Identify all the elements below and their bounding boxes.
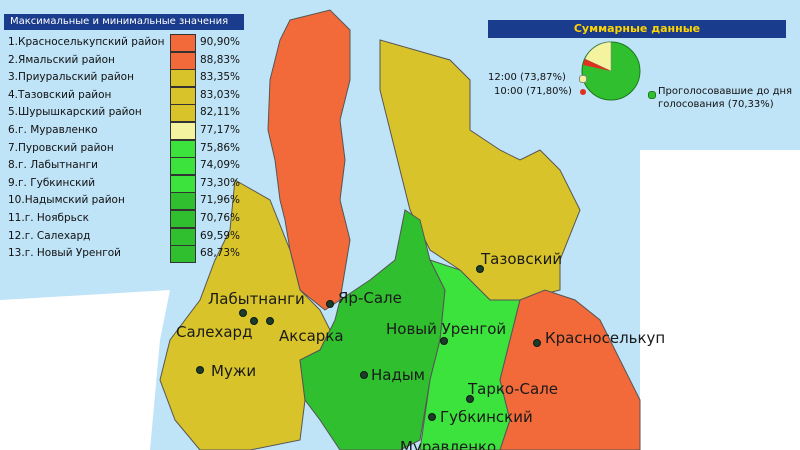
city-label-muravlenko: Муравленко: [400, 438, 496, 450]
city-dot-krasnoselkup: [533, 339, 541, 347]
ranking-row: 10.Надымский район 71,96%: [4, 192, 250, 211]
ranking-row-label: 2.Ямальский район: [8, 53, 115, 66]
summary-panel-title: Суммарные данные: [488, 20, 786, 38]
city-label-labytnangi: Лабытнанги: [208, 290, 305, 308]
summary-label-voted-line2: голосования (70,33%): [658, 99, 774, 110]
city-label-muzhi: Мужи: [211, 362, 256, 380]
ranking-row-value: 90,90%: [200, 36, 241, 48]
ranking-row-label: 5.Шурышкарский район: [8, 106, 142, 119]
pie-slice-10: [583, 59, 611, 71]
ranking-row: 7.Пуровский район 75,86%: [4, 139, 250, 158]
city-label-yar-sale: Яр-Сале: [338, 289, 402, 307]
ranking-row-color-box: [170, 192, 196, 211]
city-label-salekhard: Салехард: [176, 323, 252, 341]
city-dot-nadym: [360, 371, 368, 379]
ranking-row-value: 77,17%: [200, 124, 241, 136]
city-label-novy-urengoy: Новый Уренгой: [386, 320, 506, 338]
ranking-row-label: 12.г. Салехард: [8, 229, 91, 242]
ranking-row-color-box: [170, 174, 196, 193]
ranking-row: 6.г. Муравленко 77,17%: [4, 122, 250, 140]
ranking-row-value: 74,09%: [200, 159, 241, 172]
outside-land-east: [640, 150, 800, 450]
city-label-gubkinsky: Губкинский: [440, 408, 533, 426]
ranking-row-value: 75,86%: [200, 141, 241, 154]
ranking-row-color-box: [170, 86, 196, 105]
ranking-row-value: 70,76%: [200, 212, 241, 224]
ranking-row-color-box: [170, 210, 196, 228]
ranking-row-label: 11.г. Ноябрьск: [8, 212, 89, 224]
city-label-tarko-sale: Тарко-Сале: [467, 380, 558, 398]
ranking-row: 5.Шурышкарский район 82,11%: [4, 104, 250, 123]
city-dot-muzhi: [196, 366, 204, 374]
ranking-row-label: 7.Пуровский район: [8, 141, 114, 154]
ranking-row-color-box: [170, 227, 196, 246]
ranking-row: 4.Тазовский район 83,03%: [4, 86, 250, 105]
ranking-row-label: 8.г. Лабытнанги: [8, 159, 98, 172]
ranking-row: 2.Ямальский район 88,83%: [4, 51, 250, 70]
city-dot-tazovsky: [476, 265, 484, 273]
city-dot-labytnangi: [239, 309, 247, 317]
city-dot-salekhard: [250, 317, 258, 325]
summary-panel: Суммарные данные 12:00 (73,87%) 10:00 (7…: [488, 20, 792, 120]
ranking-row-color-box: [170, 122, 196, 140]
ranking-row-label: 9.г. Губкинский: [8, 176, 96, 189]
ranking-row-value: 82,11%: [200, 106, 241, 119]
ranking-row: 13.г. Новый Уренгой 68,73%: [4, 245, 250, 264]
region-tazovsky: [379, 39, 581, 301]
ranking-row-label: 13.г. Новый Уренгой: [8, 247, 122, 260]
ranking-row-label: 10.Надымский район: [8, 194, 125, 207]
ranking-row-color-box: [170, 157, 196, 176]
summary-marker-10: [580, 89, 586, 95]
ranking-panel-title: Максимальные и минимальные значения: [4, 14, 244, 30]
ranking-row: 3.Приуральский район 83,35%: [4, 69, 250, 88]
ranking-row: 12.г. Салехард 69,59%: [4, 227, 250, 246]
ranking-row-color-box: [170, 245, 196, 264]
city-dot-gubkinsky: [428, 413, 436, 421]
summary-label-10: 10:00 (71,80%): [494, 86, 572, 97]
region-krasnoselkupsky: [499, 289, 641, 450]
city-label-aksarka: Аксарка: [279, 327, 344, 345]
ranking-row-color-box: [170, 104, 196, 123]
city-label-tazovsky: Тазовский: [480, 250, 562, 268]
ranking-row-value: 73,30%: [200, 176, 241, 189]
city-label-nadym: Надым: [371, 366, 425, 384]
ranking-row-label: 6.г. Муравленко: [8, 124, 98, 136]
ranking-row-value: 88,83%: [200, 53, 241, 66]
ranking-row-value: 68,73%: [200, 247, 241, 260]
city-dots: [196, 265, 541, 421]
ranking-row: 8.г. Лабытнанги 74,09%: [4, 157, 250, 176]
city-label-krasnoselkup: Красноселькуп: [545, 329, 665, 347]
ranking-row: 1.Красноселькупский район 90,90%: [4, 34, 250, 52]
ranking-row-color-box: [170, 34, 196, 52]
outside-land: [0, 290, 170, 450]
pie-slice-12: [584, 41, 612, 72]
summary-marker-12: [579, 75, 587, 83]
city-dot-tarko-sale: [466, 395, 474, 403]
summary-label-voted-line1: Проголосовавшие до дня: [658, 86, 793, 97]
city-dot-novy-urengoy: [440, 337, 448, 345]
ranking-row-value: 83,03%: [200, 88, 241, 101]
ranking-row-value: 83,35%: [200, 71, 241, 84]
ranking-row: 9.г. Губкинский 73,30%: [4, 174, 250, 193]
city-dot-yar-sale: [326, 300, 334, 308]
ranking-panel: Максимальные и минимальные значения 1.Кр…: [4, 14, 248, 264]
ranking-row-color-box: [170, 69, 196, 88]
summary-marker-voted: [648, 91, 656, 99]
ranking-row-color-box: [170, 139, 196, 158]
region-nadymsky: [299, 209, 446, 450]
ranking-row-label: 4.Тазовский район: [8, 88, 112, 101]
city-dot-salekhard-2: [266, 317, 274, 325]
summary-label-12: 12:00 (73,87%): [488, 72, 566, 83]
ranking-row-color-box: [170, 51, 196, 70]
ranking-row-value: 71,96%: [200, 194, 241, 207]
ranking-row-value: 69,59%: [200, 229, 241, 242]
summary-pie-chart: [581, 41, 641, 101]
ranking-row-label: 1.Красноселькупский район: [8, 36, 165, 48]
ranking-row: 11.г. Ноябрьск 70,76%: [4, 210, 250, 228]
ranking-row-label: 3.Приуральский район: [8, 71, 134, 84]
